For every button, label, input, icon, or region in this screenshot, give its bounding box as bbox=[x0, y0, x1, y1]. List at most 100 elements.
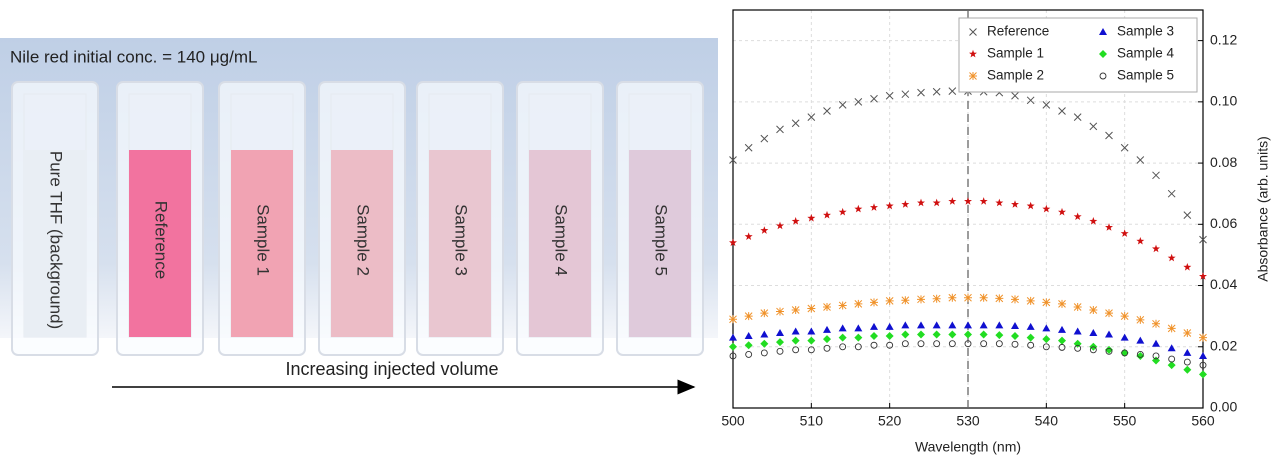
legend-label: Sample 5 bbox=[1117, 68, 1174, 83]
marker bbox=[791, 217, 800, 225]
marker bbox=[1011, 295, 1019, 304]
cuvette: Sample 4 bbox=[516, 81, 604, 356]
marker bbox=[838, 324, 847, 332]
y-tick-label: 0.02 bbox=[1210, 337, 1237, 353]
marker bbox=[1199, 235, 1207, 244]
marker bbox=[1168, 355, 1176, 363]
marker bbox=[729, 333, 737, 341]
legend: Reference Sample 1 Sample 2 Sample 3 Sample … bbox=[958, 17, 1198, 93]
marker bbox=[823, 210, 831, 219]
marker bbox=[854, 299, 863, 308]
marker bbox=[932, 87, 941, 96]
marker bbox=[791, 119, 800, 128]
marker bbox=[1058, 336, 1066, 345]
legend-label: Sample 4 bbox=[1117, 46, 1175, 61]
legend-label: Sample 2 bbox=[987, 68, 1044, 83]
series bbox=[729, 197, 1207, 280]
marker bbox=[1099, 28, 1107, 35]
marker bbox=[1042, 101, 1051, 109]
marker bbox=[870, 203, 878, 211]
marker bbox=[760, 309, 769, 318]
marker bbox=[1183, 365, 1192, 374]
cuvette: Sample 3 bbox=[416, 81, 504, 356]
marker bbox=[1027, 341, 1035, 349]
marker bbox=[1167, 253, 1176, 262]
marker bbox=[1011, 332, 1019, 341]
marker bbox=[854, 204, 863, 213]
marker bbox=[1042, 343, 1050, 351]
x-axis-label: Wavelength (nm) bbox=[915, 439, 1021, 455]
marker bbox=[1136, 336, 1145, 344]
liquid bbox=[529, 150, 591, 337]
cuvette: Pure THF (background) bbox=[11, 81, 99, 356]
marker bbox=[980, 340, 988, 348]
marker bbox=[933, 340, 941, 348]
y-axis-label: Absorbance (arb. units) bbox=[1255, 136, 1271, 282]
marker bbox=[760, 134, 769, 143]
marker bbox=[776, 221, 784, 230]
marker bbox=[1058, 325, 1066, 333]
marker bbox=[1105, 223, 1113, 231]
cuvette-label: Sample 4 bbox=[552, 204, 571, 276]
marker bbox=[760, 349, 768, 357]
cuvette: Sample 1 bbox=[218, 81, 306, 356]
marker bbox=[948, 87, 957, 95]
x-tick-label: 530 bbox=[956, 413, 980, 429]
marker bbox=[807, 113, 816, 122]
arrow-label: Increasing injected volume bbox=[285, 359, 498, 379]
marker bbox=[964, 293, 972, 302]
y-tick-label: 0.10 bbox=[1210, 93, 1237, 109]
cuvette-label: Sample 2 bbox=[354, 204, 373, 276]
marker bbox=[838, 101, 847, 109]
marker bbox=[885, 91, 894, 100]
cuvette: Sample 5 bbox=[616, 81, 704, 356]
marker bbox=[1183, 358, 1191, 366]
marker bbox=[979, 330, 988, 339]
marker bbox=[776, 125, 784, 134]
marker bbox=[1011, 321, 1019, 329]
liquid bbox=[24, 150, 86, 337]
marker bbox=[1089, 122, 1098, 131]
marker bbox=[969, 72, 977, 80]
marker bbox=[870, 298, 878, 307]
x-tick-label: 520 bbox=[878, 413, 902, 429]
series bbox=[729, 293, 1207, 342]
marker bbox=[854, 97, 863, 106]
marker bbox=[1183, 262, 1192, 271]
marker bbox=[776, 338, 784, 347]
marker bbox=[744, 143, 753, 152]
marker bbox=[1136, 351, 1145, 360]
marker bbox=[1042, 335, 1051, 344]
marker bbox=[1152, 319, 1160, 328]
y-tick-label: 0.06 bbox=[1210, 215, 1237, 231]
marker bbox=[744, 312, 753, 321]
liquid bbox=[231, 150, 293, 337]
marker bbox=[760, 330, 769, 338]
marker bbox=[885, 332, 894, 341]
y-tick-label: 0.08 bbox=[1210, 154, 1237, 170]
marker bbox=[792, 346, 800, 354]
cuvette: Reference bbox=[116, 81, 204, 356]
marker bbox=[870, 94, 878, 103]
marker bbox=[886, 341, 894, 349]
marker bbox=[1136, 236, 1145, 245]
marker bbox=[979, 197, 988, 205]
marker bbox=[901, 90, 910, 99]
marker bbox=[1183, 348, 1192, 356]
marker bbox=[901, 340, 909, 348]
marker bbox=[791, 306, 800, 315]
marker bbox=[1120, 312, 1129, 321]
marker bbox=[901, 200, 910, 208]
marker bbox=[1089, 346, 1097, 354]
series bbox=[729, 330, 1207, 379]
marker bbox=[776, 347, 784, 355]
marker bbox=[1026, 201, 1035, 210]
marker bbox=[979, 293, 988, 302]
marker bbox=[729, 352, 737, 360]
marker bbox=[948, 197, 957, 205]
marker bbox=[995, 340, 1003, 348]
marker bbox=[1136, 156, 1145, 164]
marker bbox=[885, 201, 894, 210]
